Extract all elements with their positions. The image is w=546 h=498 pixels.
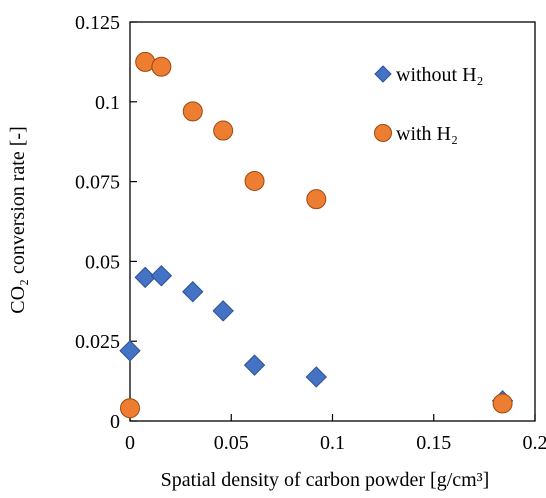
series-without-h2 [119, 265, 514, 412]
y-tick-label: 0.125 [75, 12, 120, 34]
x-axis: 0 0.05 0.1 0.15 0.2 [125, 414, 546, 454]
data-point [213, 120, 234, 141]
x-tick-label: 0.05 [214, 432, 249, 454]
legend-label: with H₂ [396, 123, 458, 145]
y-axis-title: CO₂ conversion rate [-] [7, 126, 29, 313]
data-point [151, 56, 172, 77]
data-point [150, 265, 173, 287]
data-point [374, 124, 392, 142]
data-point [305, 366, 328, 388]
x-tick-label: 0.15 [416, 432, 451, 454]
series-with-h2 [120, 51, 513, 419]
data-series [119, 51, 514, 419]
x-tick-label: 0.1 [320, 432, 345, 454]
y-tick-label: 0.1 [95, 92, 120, 114]
data-point [306, 189, 327, 210]
data-point [492, 393, 513, 414]
data-point [119, 340, 141, 362]
legend: without H₂ with H₂ [374, 64, 484, 145]
data-point [212, 300, 234, 322]
y-tick-label: 0.05 [85, 251, 120, 273]
data-point [244, 170, 265, 191]
y-tick-label: 0.025 [75, 331, 120, 353]
x-tick-label: 0.2 [523, 432, 546, 454]
x-axis-title: Spatial density of carbon powder [g/cm³] [161, 469, 490, 491]
y-axis: 0 0.025 0.05 0.075 0.1 0.125 [75, 12, 137, 433]
legend-label: without H₂ [396, 64, 484, 86]
legend-item: without H₂ [374, 64, 484, 86]
data-point [134, 266, 156, 289]
data-point [182, 281, 204, 303]
y-tick-label: 0 [110, 411, 120, 433]
legend-item: with H₂ [374, 123, 458, 145]
data-point [120, 398, 140, 419]
data-point [243, 354, 266, 376]
y-tick-label: 0.075 [75, 172, 120, 194]
data-point [374, 65, 392, 83]
x-tick-label: 0 [125, 432, 135, 454]
data-point [182, 101, 203, 122]
